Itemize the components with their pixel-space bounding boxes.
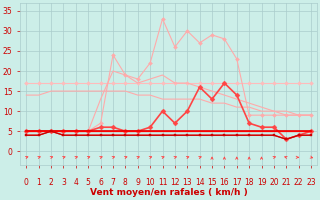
- X-axis label: Vent moyen/en rafales ( km/h ): Vent moyen/en rafales ( km/h ): [90, 188, 248, 197]
